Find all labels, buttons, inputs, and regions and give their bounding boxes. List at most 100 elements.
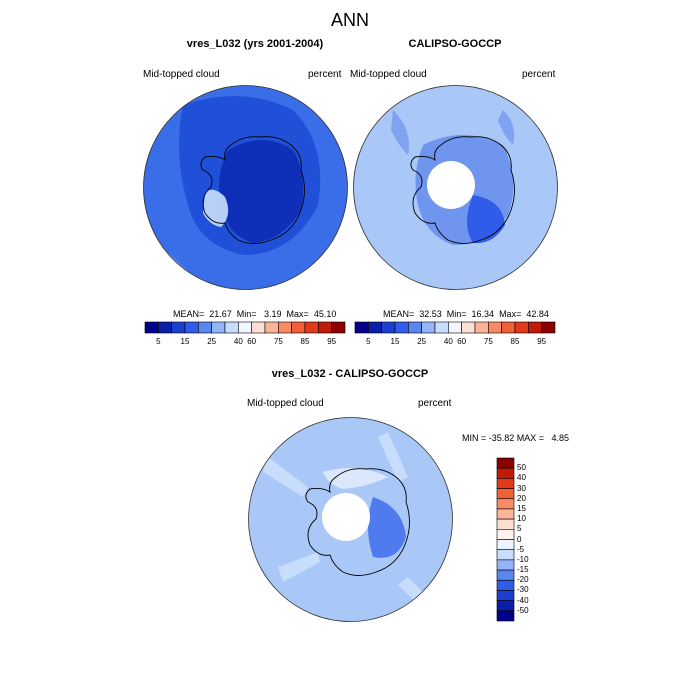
obs-colorbar-tick-label: 60 <box>457 337 467 346</box>
obs-colorbar-tick-label: 40 <box>443 337 453 346</box>
obs-colorbar-box <box>514 321 529 334</box>
model-map-continent-fill <box>219 140 304 243</box>
diff-colorbar-box <box>496 529 515 540</box>
diff-colorbar-box <box>496 559 515 571</box>
obs-colorbar-box <box>381 321 396 334</box>
model-right-label: percent <box>308 69 342 80</box>
model-map-border <box>143 85 348 290</box>
obs-colorbar-box <box>368 321 382 334</box>
diff-map-darker-sector <box>368 497 406 558</box>
obs-colorbar-tick-label: 5 <box>366 337 371 346</box>
model-colorbar-box <box>171 321 186 334</box>
diff-colorbar-tick-label: 40 <box>517 473 526 483</box>
model-colorbar-box <box>251 321 266 334</box>
obs-colorbar-box <box>474 321 489 334</box>
model-panel-title: vres_L032 (yrs 2001-2004) <box>186 38 324 50</box>
model-colorbar <box>144 321 346 334</box>
model-colorbar-box <box>224 321 239 334</box>
obs-colorbar-box <box>528 321 542 334</box>
model-colorbar-box <box>331 321 346 334</box>
model-colorbar-tick-label: 75 <box>273 337 283 346</box>
diff-map-border <box>248 417 453 622</box>
obs-colorbar-tick-label: 85 <box>510 337 520 346</box>
obs-map <box>353 85 558 290</box>
diff-stats: MIN = -35.82 MAX = 4.85 <box>462 433 570 443</box>
model-colorbar-box <box>184 321 199 334</box>
obs-colorbar-tick-label: 15 <box>390 337 400 346</box>
obs-map-darker-sector <box>467 195 505 244</box>
diff-colorbar-box <box>496 590 515 601</box>
obs-colorbar-box <box>488 321 502 334</box>
diff-colorbar-tick-label: 0 <box>517 534 522 544</box>
diff-colorbar-box <box>496 457 515 469</box>
obs-colorbar-tick-label: 25 <box>417 337 427 346</box>
diff-colorbar-box <box>496 508 515 520</box>
model-colorbar-box <box>264 321 279 334</box>
model-stats: MEAN= 21.67 Min= 3.19 Max= 45.10 <box>173 309 337 319</box>
diff-map <box>248 417 453 622</box>
diff-colorbar-tick-label: 5 <box>517 524 522 534</box>
diff-colorbar-tick-label: -20 <box>517 575 529 585</box>
diff-right-label: percent <box>418 398 452 409</box>
obs-colorbar-box <box>354 321 369 334</box>
diff-colorbar-box <box>496 600 515 612</box>
model-map <box>143 85 348 290</box>
diff-colorbar-box <box>496 579 515 591</box>
diff-colorbar-tick-label: -15 <box>517 565 529 575</box>
diff-map-streak-c <box>278 552 320 582</box>
diff-colorbar-tick-label: -10 <box>517 554 529 564</box>
diff-left-label: Mid-topped cloud <box>247 398 324 409</box>
obs-colorbar-box <box>448 321 462 334</box>
obs-colorbar-box <box>541 321 556 334</box>
diff-colorbar <box>496 457 515 622</box>
model-colorbar-tick-label: 85 <box>300 337 310 346</box>
model-colorbar-tick-label: 95 <box>327 337 337 346</box>
diff-map-streak-a <box>263 457 308 497</box>
model-colorbar-tick-label: 15 <box>180 337 190 346</box>
diff-colorbar-box <box>496 549 515 561</box>
model-colorbar-box <box>291 321 306 334</box>
model-left-label: Mid-topped cloud <box>143 69 220 80</box>
obs-map-coastline <box>410 136 515 244</box>
obs-right-label: percent <box>522 69 556 80</box>
obs-colorbar-box <box>501 321 516 334</box>
diff-colorbar-tick-label: 10 <box>517 514 526 524</box>
diff-map-ring-light <box>323 468 388 489</box>
diff-map-streak-b <box>378 432 408 482</box>
diff-colorbar-tick-label: 30 <box>517 483 526 493</box>
model-colorbar-box <box>238 321 252 334</box>
obs-colorbar-tick-label: 95 <box>537 337 547 346</box>
obs-left-label: Mid-topped cloud <box>350 69 427 80</box>
obs-colorbar-tick-label: 75 <box>483 337 493 346</box>
diff-colorbar-box <box>496 518 515 530</box>
model-colorbar-tick-label: 25 <box>207 337 217 346</box>
model-map-coastline <box>200 136 305 244</box>
diff-colorbar-box <box>496 539 515 550</box>
obs-map-border <box>353 85 558 290</box>
diff-colorbar-box <box>496 467 515 479</box>
diff-panel-title: vres_L032 - CALIPSO-GOCCP <box>271 368 429 380</box>
diff-colorbar-box <box>496 569 515 581</box>
obs-colorbar-box <box>394 321 409 334</box>
model-colorbar-tick-label: 40 <box>233 337 243 346</box>
diff-map-coastline <box>305 468 410 576</box>
diff-colorbar-box <box>496 488 515 500</box>
diff-colorbar-tick-label: 50 <box>517 463 526 473</box>
diff-map-polar-hole <box>322 493 370 541</box>
diff-colorbar-box <box>496 498 515 510</box>
diff-colorbar-tick-label: -5 <box>517 544 525 554</box>
model-colorbar-box <box>318 321 332 334</box>
model-colorbar-box <box>198 321 212 334</box>
obs-panel-title: CALIPSO-GOCCP <box>408 38 502 50</box>
diff-colorbar-box <box>496 610 515 622</box>
diff-colorbar-tick-label: -50 <box>517 605 529 615</box>
figure-title: ANN <box>330 10 369 30</box>
diff-colorbar-tick-label: -30 <box>517 585 529 595</box>
obs-map-polar-hole <box>427 161 475 209</box>
obs-colorbar-box <box>461 321 476 334</box>
model-colorbar-box <box>304 321 319 334</box>
obs-colorbar-box <box>434 321 449 334</box>
model-colorbar-tick-label: 60 <box>247 337 257 346</box>
diff-colorbar-tick-label: 20 <box>517 493 526 503</box>
